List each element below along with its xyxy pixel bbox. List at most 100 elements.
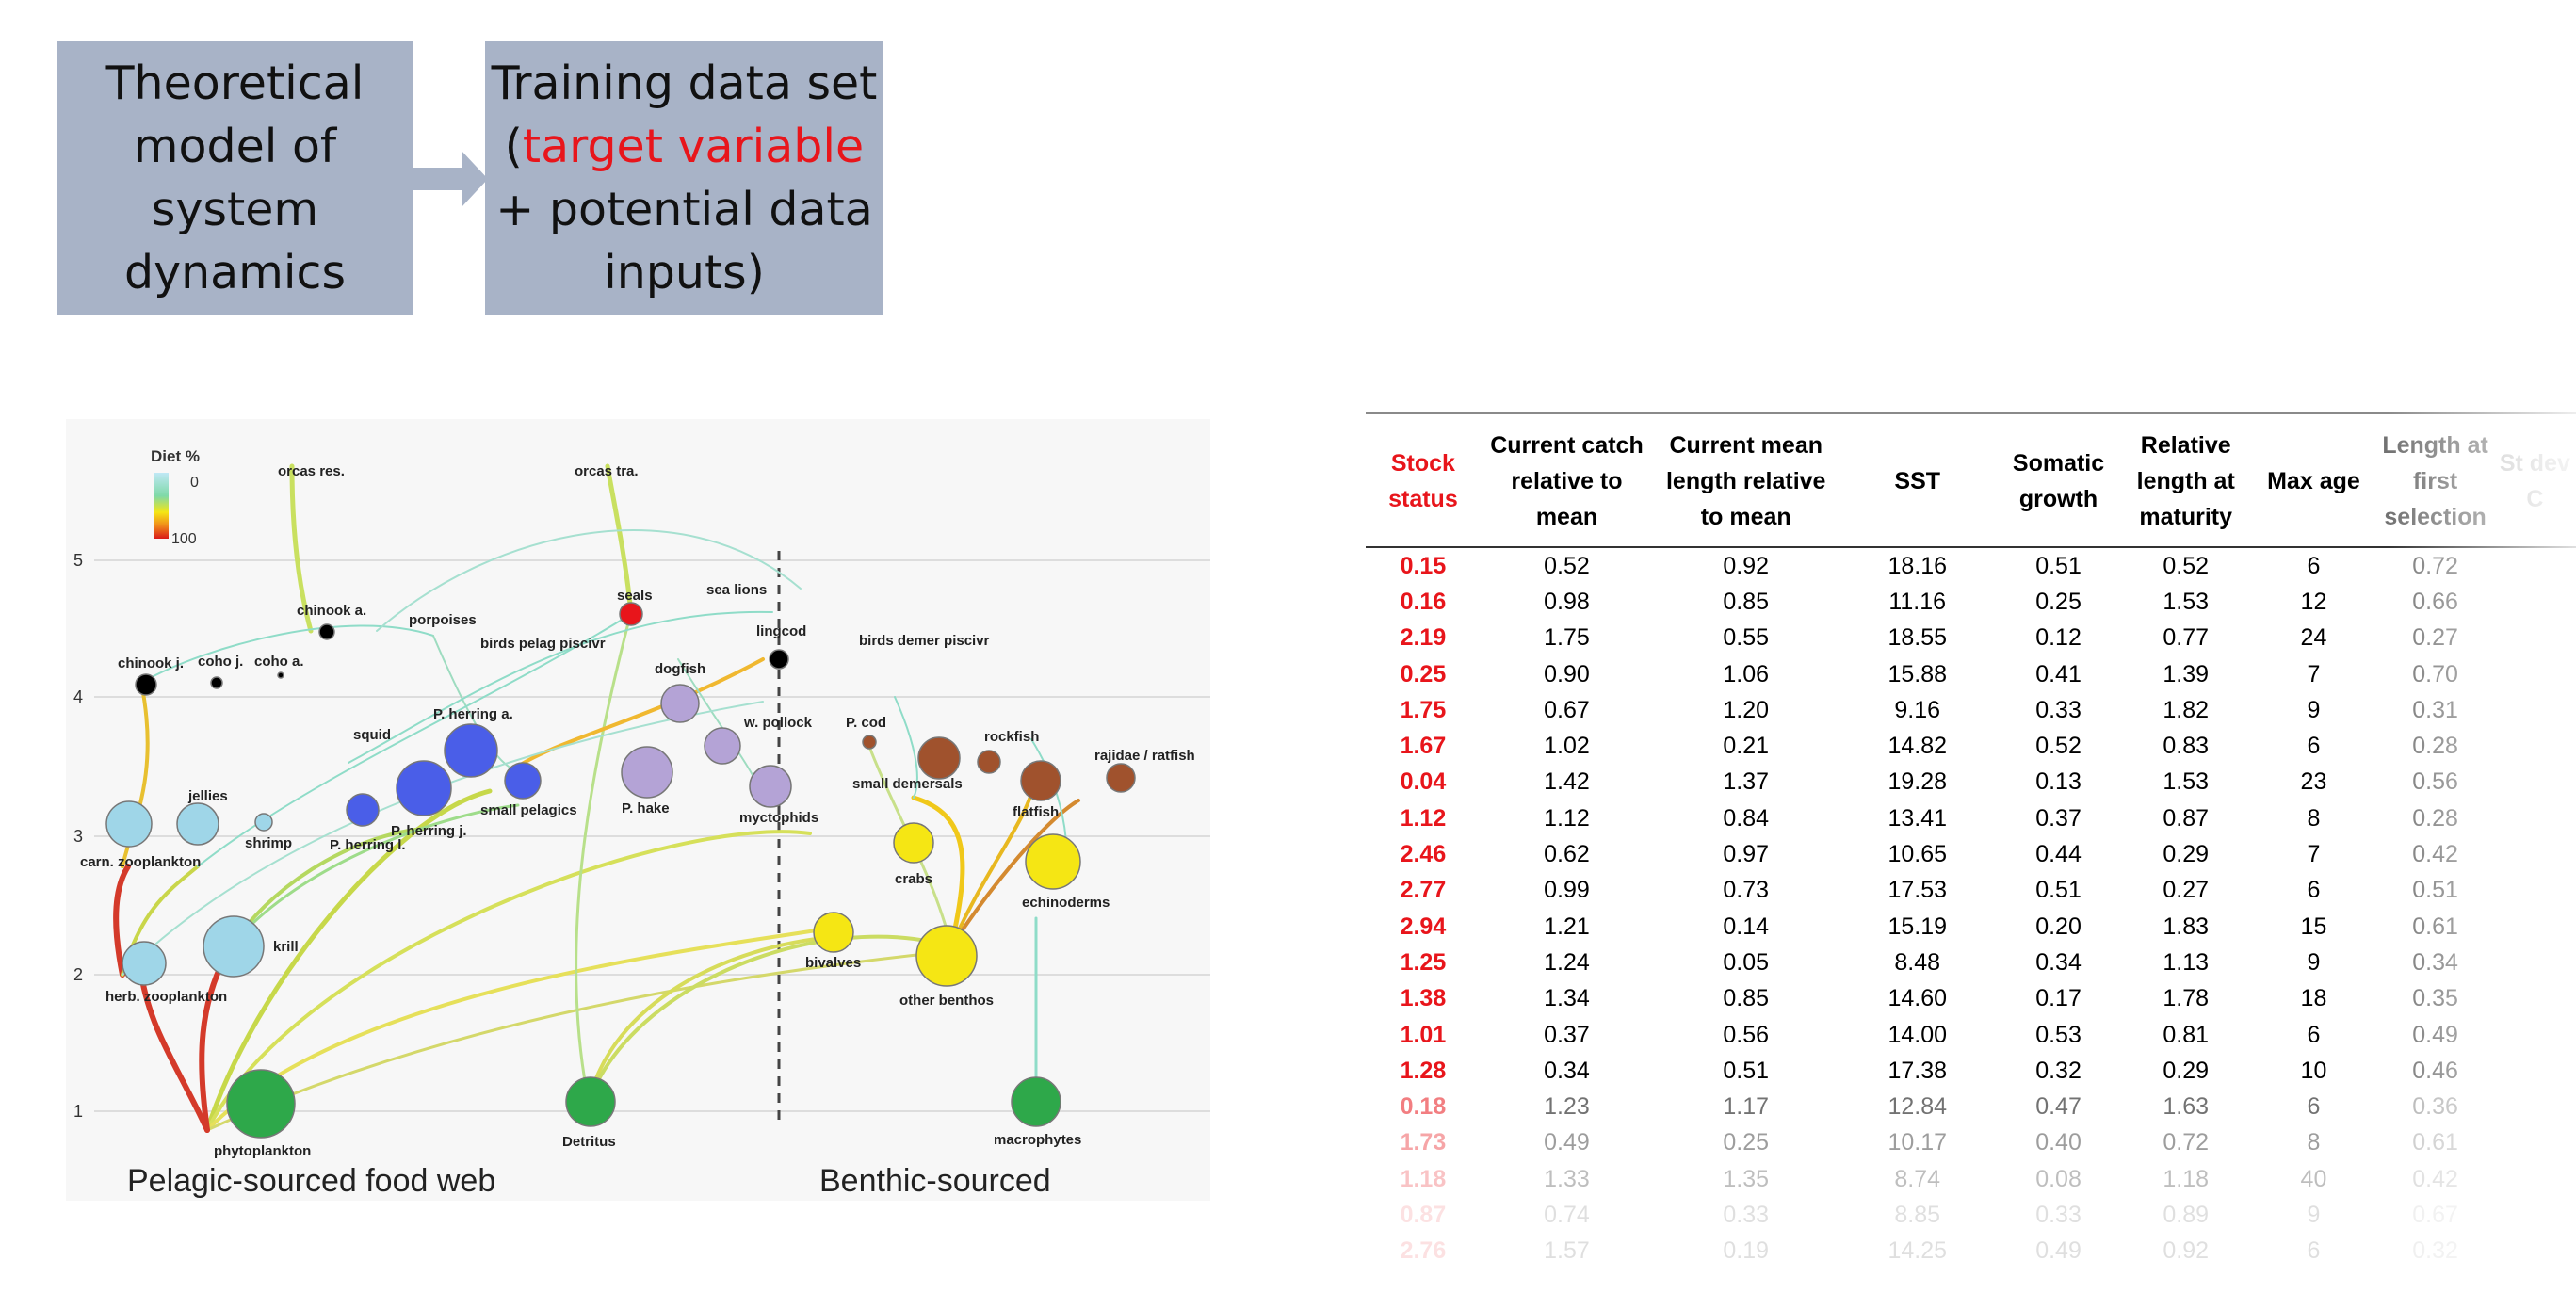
table-cell: 0.99 xyxy=(1544,877,1590,904)
table-cell: 8 xyxy=(2307,1129,2321,1156)
table-cell: 0.61 xyxy=(2412,913,2458,940)
table-cell: 0.62 xyxy=(1544,841,1590,868)
node-labels: orcas res. orcas tra. seals sea lions ch… xyxy=(80,463,1195,1159)
node-small-demersals xyxy=(917,736,961,780)
table-cell: 0.12 xyxy=(2035,624,2082,652)
table-cell: 1.63 xyxy=(2163,1093,2210,1121)
node-dogfish xyxy=(660,684,700,723)
node-label: dogfish xyxy=(655,661,705,677)
node-label: P. herring j. xyxy=(391,823,467,839)
training-line-3: + potential data xyxy=(495,183,873,236)
table-cell: 1.42 xyxy=(1544,768,1590,796)
table-cell: 1.02 xyxy=(1544,733,1590,760)
node-p-herring-a xyxy=(444,723,498,778)
node-p-herring-j xyxy=(396,760,452,816)
diet-links xyxy=(113,463,1080,1133)
legend-max: 100 xyxy=(171,531,197,547)
stock-status-cell: 1.38 xyxy=(1400,985,1447,1012)
table-cell: 9 xyxy=(2307,696,2321,723)
node-label: rajidae / ratfish xyxy=(1094,748,1195,764)
header-length-first-selection: Length at first selection xyxy=(2376,412,2494,548)
table-cell: 0.21 xyxy=(1723,733,1770,760)
table-cell: 1.75 xyxy=(1544,624,1590,652)
table-row: 1.01 0.37 0.56 14.00 0.53 0.81 6 0.49 xyxy=(1366,1017,2576,1053)
table-cell: 18.16 xyxy=(1887,552,1947,579)
table-cell: 0.34 xyxy=(2035,948,2082,976)
table-cell: 14.60 xyxy=(1887,985,1947,1012)
node-label: P. herring l. xyxy=(330,837,406,853)
node-label: Detritus xyxy=(562,1134,616,1150)
table-cell: 1.13 xyxy=(2163,948,2210,976)
table-cell: 15.19 xyxy=(1887,913,1947,940)
table-cell: 12 xyxy=(2300,588,2327,615)
node-p-herring-l xyxy=(346,793,380,827)
table-row: 0.04 1.42 1.37 19.28 0.13 1.53 23 0.56 xyxy=(1366,765,2576,800)
table-header-row: Stock status Current catch relative to m… xyxy=(1366,412,2576,548)
node-krill xyxy=(203,915,265,978)
table-cell: 14.25 xyxy=(1887,1237,1947,1265)
table-cell: 0.08 xyxy=(2035,1165,2082,1192)
node-rockfish xyxy=(977,750,1001,774)
training-data-box: Training data set (target variable + pot… xyxy=(485,41,883,315)
node-carn-zooplankton xyxy=(105,800,153,848)
table-cell: 0.40 xyxy=(2035,1129,2082,1156)
stock-status-cell: 1.67 xyxy=(1400,733,1447,760)
y-tick: 5 xyxy=(73,551,83,570)
table-cell: 1.21 xyxy=(1544,913,1590,940)
table-cell: 0.72 xyxy=(2163,1129,2210,1156)
table-cell: 0.33 xyxy=(2035,1201,2082,1228)
header-stock-status: Stock status xyxy=(1366,412,1481,548)
benthic-caption: Benthic-sourced xyxy=(819,1163,1051,1199)
stock-status-cell: 0.87 xyxy=(1400,1201,1447,1228)
table-cell: 0.92 xyxy=(2163,1237,2210,1265)
node-label: porpoises xyxy=(409,612,477,628)
node-label: herb. zooplankton xyxy=(105,989,227,1005)
table-cell: 0.28 xyxy=(2412,733,2458,760)
table-cell: 1.12 xyxy=(1544,804,1590,832)
node-label: krill xyxy=(273,939,299,955)
node-coho-j xyxy=(210,676,223,689)
node-label: flatfish xyxy=(1013,804,1059,820)
table-cell: 11.16 xyxy=(1888,588,1947,615)
table-cell: 17.53 xyxy=(1887,877,1947,904)
table-cell: 0.51 xyxy=(2035,877,2082,904)
table-cell: 0.92 xyxy=(1723,552,1770,579)
stock-status-cell: 2.76 xyxy=(1400,1237,1447,1265)
y-tick: 2 xyxy=(73,965,83,984)
table-cell: 0.67 xyxy=(2412,1201,2458,1228)
table-cell: 0.33 xyxy=(2035,696,2082,723)
table-row: 0.25 0.90 1.06 15.88 0.41 1.39 7 0.70 xyxy=(1366,656,2576,692)
table-cell: 8.85 xyxy=(1894,1201,1941,1228)
table-cell: 14.00 xyxy=(1887,1021,1947,1048)
table-cell: 9 xyxy=(2307,948,2321,976)
stock-status-cell: 1.73 xyxy=(1400,1129,1447,1156)
header-current-catch: Current catch relative to mean xyxy=(1480,412,1654,548)
node-label: carn. zooplankton xyxy=(80,854,201,870)
node-label: other benthos xyxy=(899,993,994,1009)
table-cell: 12.84 xyxy=(1887,1093,1947,1121)
node-detritus xyxy=(565,1076,616,1127)
table-cell: 0.25 xyxy=(2035,588,2082,615)
stock-status-cell: 1.75 xyxy=(1400,696,1447,723)
table-cell: 0.55 xyxy=(1723,624,1770,652)
node-other-benthos xyxy=(915,925,978,987)
table-row: 2.77 0.99 0.73 17.53 0.51 0.27 6 0.51 xyxy=(1366,873,2576,909)
table-row: 1.73 0.49 0.25 10.17 0.40 0.72 8 0.61 xyxy=(1366,1125,2576,1161)
table-body: 0.15 0.52 0.92 18.16 0.51 0.52 6 0.72 0.16 0.98 0.… xyxy=(1366,547,2576,1269)
stock-status-cell: 2.19 xyxy=(1400,624,1447,652)
trophic-level-ticks: 5 4 3 2 1 xyxy=(73,551,83,1121)
table-row: 2.19 1.75 0.55 18.55 0.12 0.77 24 0.27 xyxy=(1366,621,2576,656)
node-label: squid xyxy=(353,727,391,743)
node-label: bivalves xyxy=(805,955,861,971)
node-jellies xyxy=(176,802,219,846)
table-cell: 0.46 xyxy=(2412,1057,2458,1084)
node-label: small demersals xyxy=(852,776,963,792)
table-cell: 0.34 xyxy=(2412,948,2458,976)
table-cell: 14.82 xyxy=(1887,733,1947,760)
table-cell: 0.73 xyxy=(1723,877,1770,904)
table-cell: 0.89 xyxy=(2163,1201,2210,1228)
node-p-cod xyxy=(862,735,877,750)
header-relative-length-maturity: Relative length at maturity xyxy=(2120,412,2251,548)
table-cell: 0.98 xyxy=(1544,588,1590,615)
table-cell: 0.51 xyxy=(1723,1057,1770,1084)
